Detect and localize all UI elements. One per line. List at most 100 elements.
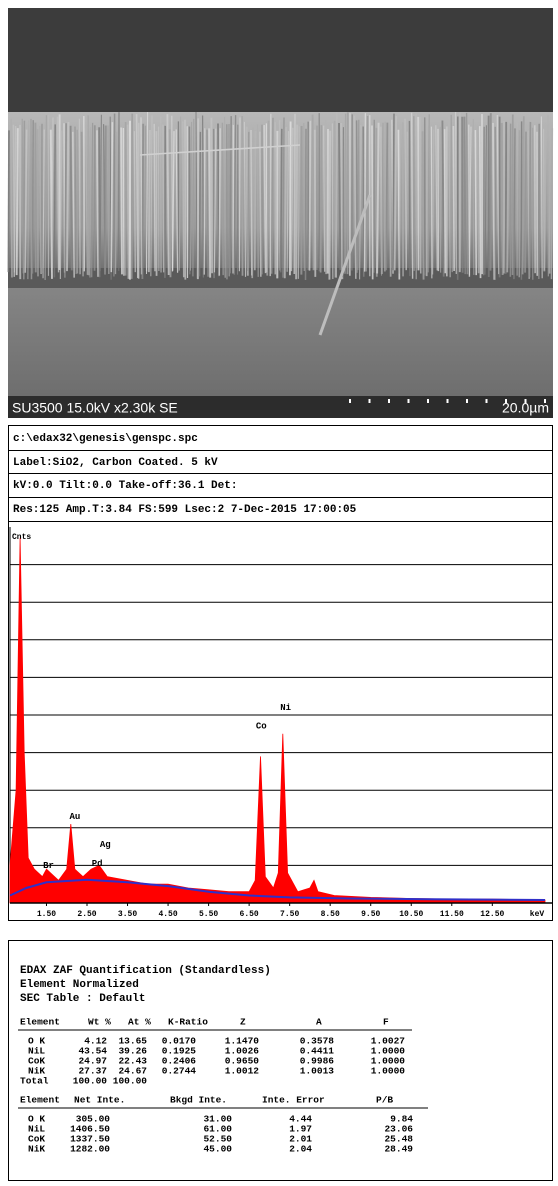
table-cell: 22.43 [118, 1056, 147, 1067]
nanowire [114, 131, 118, 275]
nanowire [13, 125, 17, 277]
nanowire [431, 129, 435, 275]
nanowire [203, 128, 206, 275]
x-tick-label: 10.50 [399, 910, 423, 919]
table-cell: 1.0013 [300, 1066, 335, 1077]
scale-tick [407, 399, 410, 403]
quantification-panel: EDAX ZAF Quantification (Standardless) E… [8, 940, 553, 1181]
x-tick-label: 2.50 [77, 910, 96, 919]
nanowire [253, 131, 257, 271]
nanowire [484, 125, 487, 275]
nanowire [23, 120, 26, 280]
x-tick-label: 12.50 [480, 910, 504, 919]
nanowire [279, 128, 283, 273]
peak-label: Ni [280, 703, 291, 713]
nanowire [78, 118, 81, 275]
nanowire [452, 126, 455, 271]
nanowire [64, 123, 68, 278]
table-cell: 0.2406 [162, 1056, 197, 1067]
nanowire [42, 129, 45, 279]
nanowire [476, 125, 480, 274]
nanowire [392, 113, 395, 271]
nanowire [7, 130, 10, 273]
nanowire [283, 127, 288, 279]
nanowire [150, 115, 153, 277]
nanowire [201, 115, 204, 278]
nanowire [91, 122, 94, 278]
nanowire [313, 129, 317, 277]
nanowire [135, 114, 139, 279]
info-bar [8, 396, 553, 418]
scale-tick [368, 399, 371, 403]
nanowire [410, 112, 414, 279]
nanowire [308, 120, 312, 271]
nanowire [340, 122, 344, 280]
table-header: Z [240, 1017, 246, 1028]
x-tick-label: 9.50 [361, 910, 380, 919]
table-header: At % [128, 1017, 151, 1028]
nanowire [166, 114, 170, 276]
nanowire [223, 116, 226, 278]
nanowire [543, 123, 547, 272]
spectrum-acquisition: Res:125 Amp.T:3.84 FS:599 Lsec:2 7-Dec-2… [13, 504, 357, 516]
nanowire [548, 117, 551, 274]
nanowire [80, 131, 85, 277]
table-header: Wt % [88, 1017, 111, 1028]
nanowire [246, 131, 250, 272]
nanowire [344, 113, 347, 274]
nanowire [482, 126, 485, 276]
table-cell: 43.54 [78, 1046, 107, 1057]
table-cell: 0.3578 [300, 1036, 335, 1047]
nanowire [104, 125, 107, 275]
nanowire [59, 130, 63, 280]
nanowire [153, 123, 156, 272]
spectrum-plot: Cnts 1.50 2.50 3.50 4.50 5.50 6.50 7.50 8.50 9.50… [9, 527, 553, 919]
nanowire [72, 131, 75, 278]
peak-label: Ag [100, 840, 111, 850]
nanowire [85, 127, 88, 275]
table-cell: 27.37 [78, 1066, 107, 1077]
quant-frame [8, 940, 553, 1181]
table-cell: 39.26 [118, 1046, 147, 1057]
nanowire [376, 122, 380, 274]
nanowire [450, 114, 453, 273]
nanowire [53, 124, 56, 278]
table-cell: 0.4411 [300, 1046, 335, 1057]
row-label: CoK [28, 1056, 45, 1067]
scale-tick [524, 399, 527, 403]
nanowire [172, 131, 175, 271]
nanowire [521, 116, 525, 275]
table-cell: 100.00 [73, 1076, 108, 1087]
table-cell: 0.9650 [225, 1056, 260, 1067]
nanowire [448, 115, 451, 278]
nanowire [221, 122, 224, 276]
nanowire [147, 129, 151, 273]
nanowire [286, 131, 289, 272]
nanowire [322, 125, 326, 272]
nanowire [145, 112, 149, 274]
x-tick-label: 6.50 [240, 910, 259, 919]
nanowire [229, 116, 233, 274]
nanowire [282, 117, 285, 278]
table-cell: 9.84 [390, 1114, 413, 1125]
spectrum-label: Label:SiO2, Carbon Coated. 5 kV [13, 457, 218, 469]
table-header: Bkgd Inte. [170, 1095, 227, 1106]
table-header: A [316, 1017, 322, 1028]
table-cell: 24.97 [78, 1056, 107, 1067]
x-axis-label: keV [530, 910, 545, 919]
nanowire [443, 129, 447, 274]
nanowire [297, 126, 300, 279]
table-cell: 23.06 [384, 1124, 413, 1135]
nanowire [206, 129, 209, 277]
nanowire [269, 113, 272, 277]
peak-label: Br [43, 861, 54, 871]
nanowire [427, 114, 430, 273]
table-cell: 1.1470 [225, 1036, 260, 1047]
nanowire [506, 129, 510, 273]
table-header: Inte. Error [262, 1095, 325, 1106]
row-label: O K [28, 1114, 45, 1125]
sem-image: SU3500 15.0kV x2.30k SE 20.0µm [7, 8, 554, 418]
nanowire [210, 117, 213, 274]
